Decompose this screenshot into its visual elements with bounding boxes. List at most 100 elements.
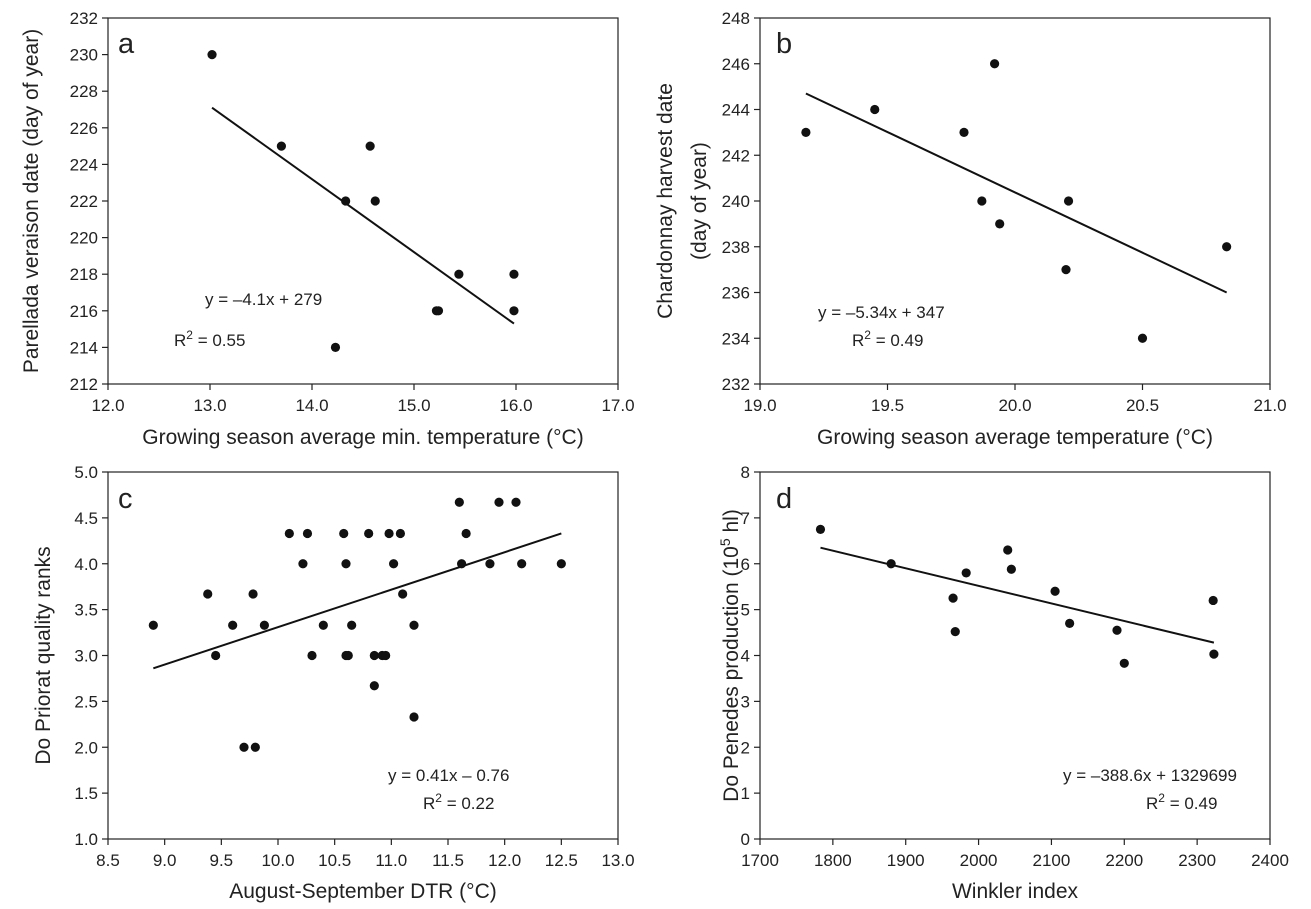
panel-a-regression-equation: y = –4.1x + 279 [205,290,322,309]
panel-b-r-squared-superscript: 2 [864,328,871,342]
panel-d-y-tick-label: 7 [741,509,750,528]
panel-d-data-point [1050,586,1060,596]
panel-d-x-tick-label: 2300 [1178,851,1216,870]
panel-b-y-tick-label: 234 [722,329,750,348]
panel-c-data-point [347,620,357,630]
panel-a-r-squared-symbol: R [174,331,186,350]
panel-c-data-point [284,528,294,539]
panel-b-trendline [805,92,1228,294]
panel-a-data-point [365,141,375,151]
panel-c-y-tick-label: 4.5 [74,509,98,528]
panel-b-plot-frame [759,17,1271,385]
panel-a-r-squared: R2 = 0.55 [174,328,245,350]
panel-c-x-tick-label: 11.0 [375,851,407,870]
panel-a-data-point [276,141,286,151]
panel-a-y-tick-label: 226 [70,119,98,138]
panel-d-r-squared-value: = 0.49 [1165,794,1217,813]
panel-d-data-point [948,593,958,603]
panel-a-r-squared-value: = 0.55 [193,331,245,350]
panel-c-y-tick-label: 4.0 [74,555,98,574]
panel-a-y-tick-label: 230 [70,46,98,65]
panel-c-data-point [298,559,308,569]
panel-b-y-tick-label: 246 [722,55,750,74]
panel-c-data-point [302,528,313,539]
panel-b-y-tick-label: 232 [722,375,750,394]
panel-a-x-tick-label: 15.0 [397,396,430,415]
panel-a-r-squared-superscript: 2 [186,328,193,342]
panel-d-letter: d [776,483,792,515]
panel-c-y-tick-label: 1.0 [74,830,98,849]
panel-b-data-point [977,196,987,206]
panel-d-y-tick-label: 8 [741,463,750,482]
panel-c-data-point [517,559,527,569]
panel-d-y-axis-label: Do Penedes production (105 hl) [717,509,743,802]
panel-c-data-point [457,559,467,569]
panel-c-data-point [259,620,269,630]
panel-a-x-tick-label: 17.0 [601,396,634,415]
panel-d: 1700 1800 1900 2000 2100 2200 2300 2400 0 1 2 3 4 5 6 7… [717,463,1289,903]
panel-d-data-point [1119,658,1129,668]
panel-a-data-point [509,306,519,316]
panel-a-y-tick-label: 224 [70,155,98,174]
panel-c-data-point [454,497,464,507]
panel-c-data-point [381,650,391,661]
panel-c-data-point [228,620,238,630]
panel-d-y-tick-label: 6 [741,555,750,574]
panel-d-r-squared-symbol: R [1146,794,1158,813]
panel-a-y-tick-label: 222 [70,192,98,211]
panel-d-data-point [1208,595,1218,606]
panel-c-x-tick-label: 9.5 [210,851,234,870]
panel-d-data-point [1065,618,1075,628]
panel-c-y-tick-label: 3.5 [74,601,98,620]
panel-d-y-axis-label-unit: hl) [720,509,743,538]
panel-c-data-point [409,620,419,630]
panel-d-data-point [886,559,896,569]
panel-c-data-point [364,528,374,539]
panel-d-x-tick-label: 1800 [814,851,852,870]
panel-d-y-tick-label: 5 [741,601,750,620]
panel-c-data-point [250,742,260,752]
panel-d-y-tick-label: 2 [741,738,750,757]
panel-a-trendline [211,106,515,325]
panel-c-data-point [511,497,521,507]
panel-b-y-tick-label: 244 [722,101,750,120]
panel-b-data-point [959,127,969,137]
panel-b-y-tick-label: 242 [722,146,750,165]
panel-b-data-point [1137,333,1148,343]
panel-c-data-point [556,559,566,569]
panel-d-x-tick-label: 2200 [1105,851,1143,870]
panel-a-y-tick-label: 232 [70,9,98,28]
panel-d-data-point [950,627,960,637]
panel-d-y-axis-label-text: Do Penedes production (10 [720,546,743,802]
panel-a-data-point [370,196,380,206]
panel-c-regression-equation: y = 0.41x – 0.76 [388,766,509,785]
panel-c-x-axis-label: August-September DTR (°C) [229,880,496,903]
panel-d-data-point [1003,545,1013,555]
panel-b-r-squared: R2 = 0.49 [852,328,923,350]
panel-a-x-axis-label: Growing season average min. temperature … [142,426,583,449]
panel-c-data-point [343,650,353,661]
panel-b-data-point [1061,265,1071,275]
panel-d-data-point [1112,625,1122,635]
panel-a-x-tick-label: 16.0 [499,396,532,415]
panel-b-data-point [995,219,1005,229]
panel-d-data-point [1209,649,1219,659]
panel-a-y-axis-label: Parellada veraison date (day of year) [20,29,43,373]
panel-d-trendline [820,546,1215,644]
panel-b-y-tick-label: 238 [722,238,750,257]
panel-c-data-point [384,528,394,539]
panel-b-y-tick-label: 248 [722,9,750,28]
panel-b-x-tick-label: 20.5 [1126,396,1159,415]
panel-c: 8.5 9.0 9.5 10.0 10.5 11.0 11.5 12.0 12.5 13.0 1.0… [32,463,635,903]
panel-d-x-axis-label: Winkler index [952,880,1079,903]
panel-a-y-tick-label: 228 [70,82,98,101]
panel-a-data-point [207,50,217,60]
panel-c-data-point [318,620,328,630]
panel-a: 12.0 13.0 14.0 15.0 16.0 17.0 212 214 216 218 220 2… [20,9,635,449]
panel-c-x-tick-label: 12.0 [488,851,521,870]
panel-a-data-point [341,196,351,206]
panel-c-data-point [398,589,408,599]
panel-c-y-tick-label: 1.5 [74,784,98,803]
panel-c-y-tick-label: 3.0 [74,647,98,666]
panel-d-y-tick-label: 0 [741,830,750,849]
